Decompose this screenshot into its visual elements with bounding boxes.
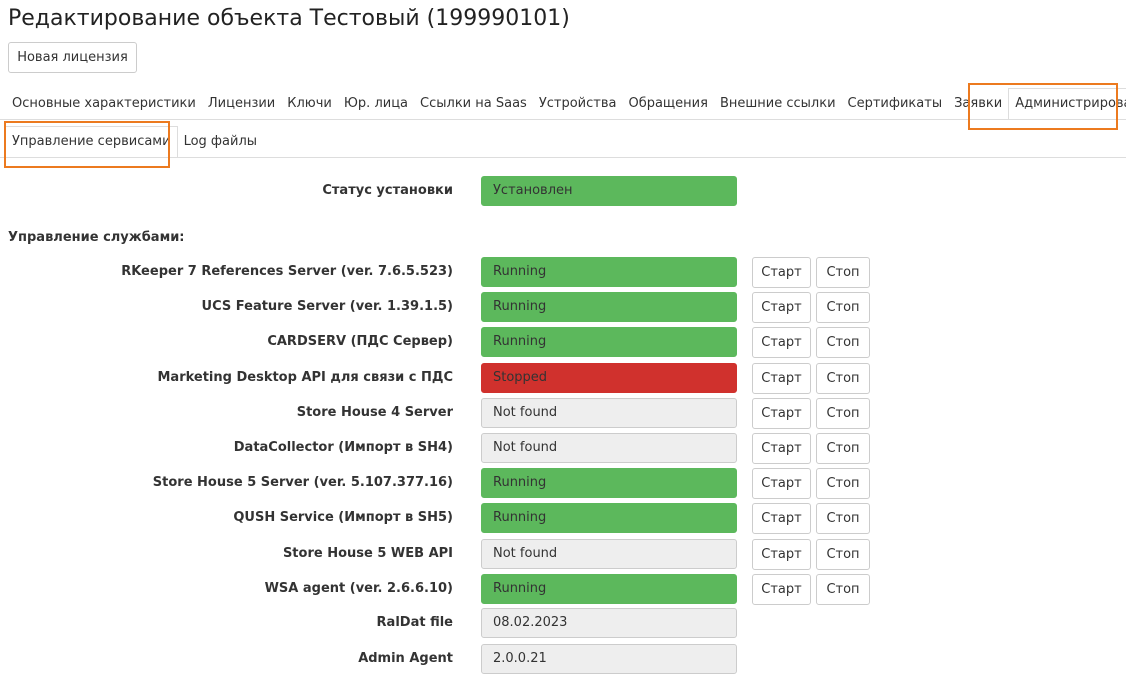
- info-value: 08.02.2023: [481, 608, 737, 638]
- start-button[interactable]: Старт: [752, 257, 811, 288]
- tab[interactable]: Устройства: [538, 96, 617, 111]
- service-status: Running: [481, 327, 737, 358]
- highlight-box: [968, 83, 1118, 130]
- tab[interactable]: Обращения: [628, 96, 708, 111]
- status-field: Установлен: [481, 176, 737, 206]
- section-heading: Управление службами:: [8, 230, 185, 245]
- service-status: Not found: [481, 433, 737, 463]
- start-button[interactable]: Старт: [752, 468, 811, 500]
- tab[interactable]: Лицензии: [207, 96, 276, 111]
- stop-button[interactable]: Стоп: [816, 257, 870, 288]
- service-label: UCS Feature Server (ver. 1.39.1.5): [201, 299, 453, 315]
- new-license-button[interactable]: Новая лицензия: [8, 42, 137, 73]
- service-label: CARDSERV (ПДС Сервер): [267, 334, 453, 350]
- start-button[interactable]: Старт: [752, 538, 811, 570]
- tabs: Основные характеристики Лицензии Ключи Юр. …: [6, 88, 1126, 120]
- tab[interactable]: Внешние ссылки: [719, 96, 836, 111]
- service-label: DataCollector (Импорт в SH4): [233, 440, 453, 455]
- service-label: QUSH Service (Импорт в SH5): [233, 510, 453, 526]
- service-status: Stopped: [481, 362, 737, 393]
- stop-button[interactable]: Стоп: [816, 362, 870, 394]
- stop-button[interactable]: Стоп: [816, 503, 870, 535]
- stop-button[interactable]: Стоп: [816, 433, 870, 464]
- start-button[interactable]: Старт: [752, 362, 811, 394]
- service-label: Store House 4 Server: [296, 404, 453, 420]
- tabs-divider: [0, 119, 1126, 120]
- tab[interactable]: Заявки: [954, 96, 1003, 111]
- start-button[interactable]: Старт: [752, 397, 811, 429]
- subtabs: Управление сервисами Log файлы: [5, 126, 263, 158]
- start-button[interactable]: Старт: [752, 292, 811, 324]
- info-label: RalDat file: [376, 615, 453, 630]
- service-label: RKeeper 7 References Server (ver. 7.6.5.…: [121, 264, 453, 279]
- tab[interactable]: Ссылки на Saas: [420, 96, 527, 111]
- stop-button[interactable]: Стоп: [816, 327, 870, 359]
- page-title: Редактирование объекта Тестовый (1999901…: [8, 6, 570, 31]
- subtabs-divider: [0, 157, 1126, 158]
- service-status: Running: [481, 503, 737, 534]
- stop-button[interactable]: Стоп: [816, 397, 870, 429]
- tab[interactable]: Сертификаты: [847, 96, 943, 111]
- service-label: WSA agent (ver. 2.6.6.10): [264, 580, 453, 596]
- service-status: Not found: [481, 538, 737, 569]
- tab[interactable]: Ключи: [287, 96, 332, 111]
- stop-button[interactable]: Стоп: [816, 573, 870, 605]
- service-label: Store House 5 Server (ver. 5.107.377.16): [152, 475, 453, 491]
- start-button[interactable]: Старт: [752, 327, 811, 359]
- tab[interactable]: Основные характеристики: [12, 96, 196, 111]
- stop-button[interactable]: Стоп: [816, 538, 870, 570]
- info-label: Admin Agent: [358, 651, 453, 666]
- highlight-box: [4, 121, 170, 168]
- service-status: Running: [481, 468, 737, 499]
- start-button[interactable]: Старт: [752, 503, 811, 535]
- service-label: Marketing Desktop API для связи с ПДС: [157, 369, 453, 385]
- service-status: Running: [481, 292, 737, 323]
- service-status: Running: [481, 573, 737, 604]
- service-label: Store House 5 WEB API: [282, 545, 453, 561]
- subtab[interactable]: Log файлы: [183, 134, 258, 149]
- service-status: Running: [481, 257, 737, 287]
- field-label: Статус установки: [322, 183, 453, 198]
- service-status: Not found: [481, 397, 737, 428]
- start-button[interactable]: Старт: [752, 433, 811, 464]
- start-button[interactable]: Старт: [752, 573, 811, 605]
- stop-button[interactable]: Стоп: [816, 468, 870, 500]
- stop-button[interactable]: Стоп: [816, 292, 870, 324]
- tab[interactable]: Юр. лица: [343, 96, 409, 111]
- info-value: 2.0.0.21: [481, 644, 737, 674]
